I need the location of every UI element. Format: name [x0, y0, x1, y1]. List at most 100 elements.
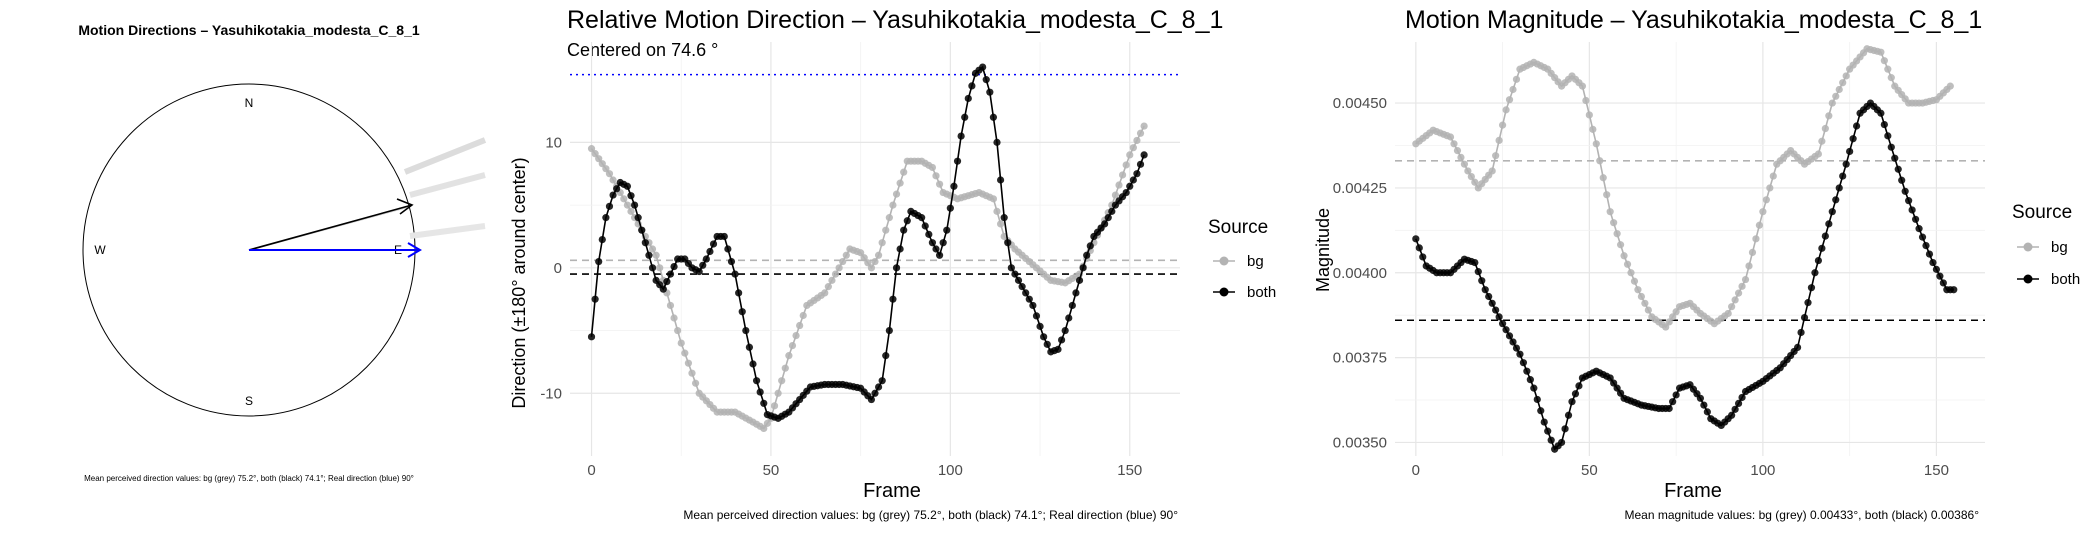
data-point-both	[663, 278, 671, 286]
data-point-bg	[681, 349, 689, 357]
data-point-both	[1804, 299, 1812, 307]
data-point-both	[1007, 264, 1015, 272]
data-point-bg	[857, 249, 865, 257]
data-point-both	[1029, 301, 1037, 310]
data-point-bg	[1724, 309, 1732, 318]
x-tick-label: 150	[1117, 462, 1142, 479]
data-point-both	[925, 230, 933, 238]
data-point-both	[1825, 220, 1833, 228]
data-point-bg	[1769, 172, 1777, 180]
data-point-bg	[1641, 299, 1649, 307]
data-point-bg	[1585, 111, 1593, 119]
data-point-both	[709, 240, 718, 248]
legend-title: Source	[1208, 217, 1268, 238]
data-point-bg	[831, 270, 840, 278]
data-point-both	[645, 251, 653, 259]
data-point-both	[1832, 196, 1840, 204]
data-point-bg	[666, 301, 675, 310]
data-point-bg	[1502, 106, 1510, 114]
data-point-bg	[1814, 150, 1823, 158]
data-point-both	[1814, 256, 1823, 265]
data-point-both	[1610, 379, 1618, 387]
data-point-both	[1839, 172, 1847, 180]
data-point-bg	[835, 264, 843, 272]
legend-bg-marker	[1219, 256, 1229, 266]
data-point-bg	[1825, 112, 1833, 120]
data-point-bg	[684, 359, 693, 367]
data-point-bg	[1662, 323, 1670, 331]
compass-label-west: W	[94, 243, 106, 257]
x-tick-label: 0	[587, 462, 595, 479]
data-point-bg	[620, 195, 628, 203]
data-point-bg	[1450, 140, 1458, 148]
y-tick-label: 0.00450	[1333, 95, 1387, 112]
series-both	[1412, 99, 1958, 453]
x-axis-label: Frame	[1664, 480, 1722, 502]
data-point-both	[1140, 151, 1148, 159]
data-point-bg	[627, 207, 635, 215]
data-point-bg	[996, 220, 1005, 228]
data-point-both	[1512, 344, 1521, 352]
data-point-both	[1696, 394, 1705, 402]
data-point-bg	[1122, 161, 1130, 169]
data-point-bg	[1818, 137, 1826, 145]
data-point-both	[1905, 197, 1913, 205]
data-point-bg	[1613, 230, 1621, 238]
chart-caption: Mean perceived direction values: bg (gre…	[683, 508, 1178, 522]
data-point-both	[1519, 359, 1528, 367]
data-point-bg	[896, 179, 904, 187]
compass-label-north: N	[245, 96, 254, 110]
data-point-bg	[1509, 85, 1517, 94]
data-point-bg	[788, 342, 797, 350]
data-point-both	[1129, 176, 1137, 184]
data-point-bg	[1877, 48, 1885, 56]
data-point-both	[993, 138, 1001, 146]
data-point-bg	[792, 331, 800, 340]
data-point-bg	[1578, 82, 1587, 90]
data-point-bg	[602, 165, 610, 173]
data-point-bg	[1741, 275, 1750, 284]
data-point-both	[961, 113, 969, 121]
data-point-both	[1509, 338, 1517, 346]
data-point-both	[1415, 244, 1423, 252]
data-point-both	[605, 202, 614, 210]
data-point-bg	[1842, 72, 1850, 80]
data-point-bg	[1118, 171, 1127, 179]
data-point-bg	[1832, 92, 1840, 100]
data-point-both	[1939, 279, 1947, 287]
both-mean-arrow	[248, 204, 413, 251]
chart-title: Relative Motion Direction – Yasuhikotaki…	[567, 6, 1223, 34]
data-point-bg	[1446, 133, 1455, 141]
data-point-bg	[1634, 286, 1642, 294]
data-point-both	[630, 201, 639, 209]
data-point-bg	[1828, 99, 1836, 107]
data-point-both	[1505, 332, 1514, 340]
data-point-both	[932, 245, 940, 253]
data-point-both	[986, 88, 994, 96]
data-point-both	[1526, 376, 1534, 384]
data-point-bg	[1669, 313, 1677, 321]
data-point-both	[1908, 206, 1916, 214]
data-point-both	[666, 270, 675, 278]
data-point-bg	[1644, 306, 1652, 314]
series-layer	[587, 63, 1148, 432]
data-point-both	[874, 383, 883, 391]
data-point-both	[885, 326, 893, 335]
compass-label-south: S	[245, 394, 253, 408]
data-point-both	[918, 214, 926, 222]
data-point-both	[900, 226, 908, 234]
data-point-both	[1793, 343, 1802, 352]
data-point-both	[1057, 336, 1066, 344]
data-point-bg	[1630, 277, 1639, 285]
data-point-both	[1126, 182, 1134, 190]
data-point-both	[1086, 242, 1094, 250]
data-point-both	[1616, 389, 1625, 397]
data-point-bg	[691, 379, 700, 387]
reference-lines	[1395, 159, 1985, 322]
data-point-bg	[1748, 248, 1757, 256]
data-point-both	[731, 270, 739, 278]
data-point-bg	[1126, 151, 1134, 159]
data-point-both	[1104, 214, 1112, 222]
y-tick-label: -10	[540, 385, 562, 402]
